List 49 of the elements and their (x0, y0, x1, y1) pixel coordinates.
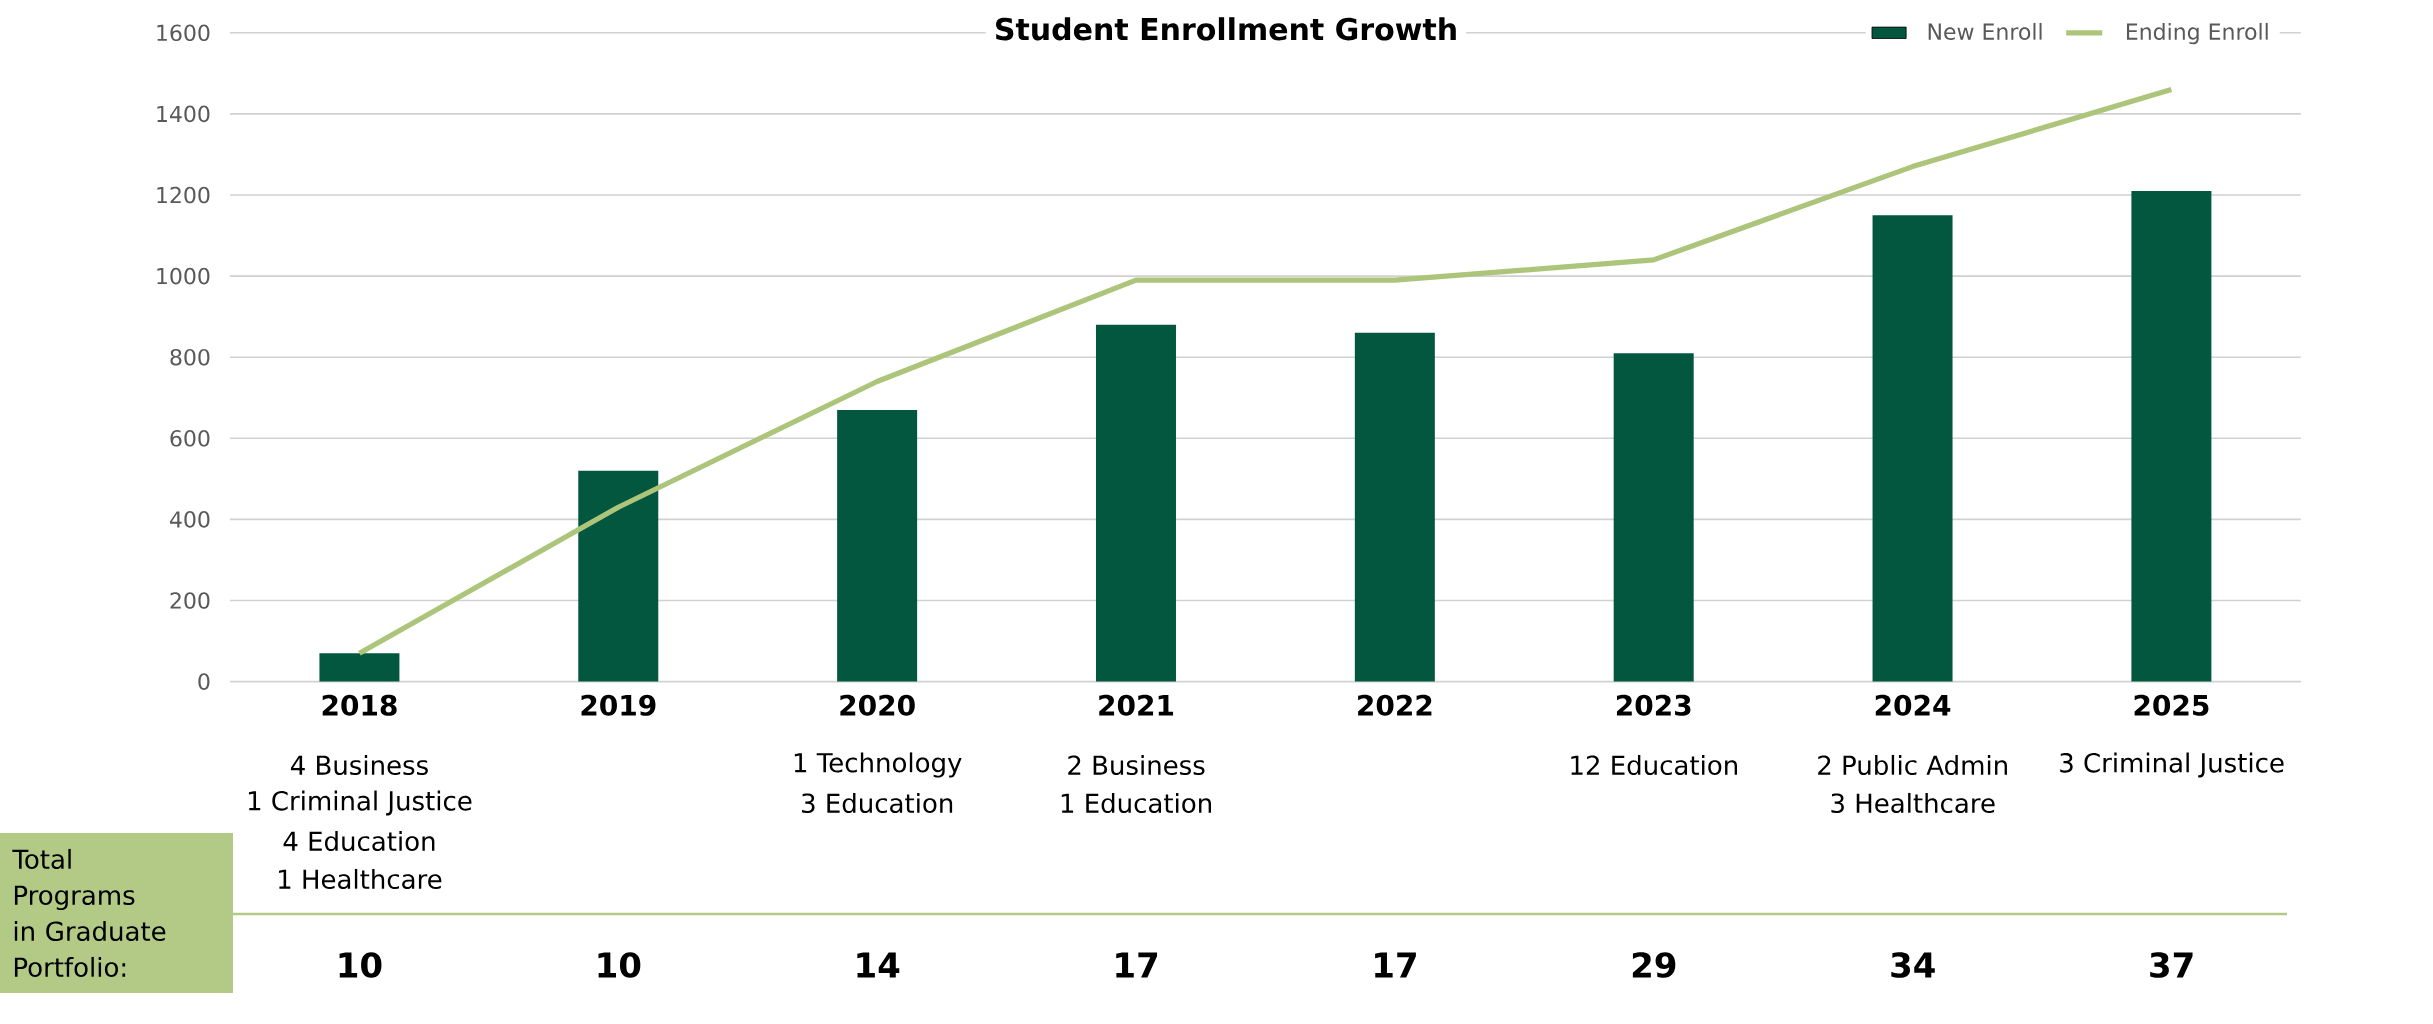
y-tick-label: 1200 (157, 186, 210, 204)
y-tick-label: 600 (170, 429, 210, 447)
text: 14 (857, 952, 900, 978)
y-tick-label: 1000 (157, 267, 210, 285)
text: 1 Education (1061, 792, 1211, 814)
y-tick-label: 800 (170, 348, 210, 366)
x-tick-label: 2020 (840, 694, 915, 716)
legend-label: New Enroll (1928, 22, 2042, 40)
text: 1 Criminal Justice (248, 790, 472, 816)
x-tick-label: 2019 (581, 694, 656, 716)
bar (1872, 215, 1953, 682)
bar (578, 470, 659, 682)
text: 29 (1632, 952, 1676, 978)
x-tick-label: 2025 (2134, 694, 2209, 716)
text: 2 Business (1068, 754, 1205, 776)
y-tick-label: 1600 (157, 24, 210, 42)
text: 1 Technology (794, 752, 962, 778)
y-tick-label: 400 (170, 511, 210, 528)
x-tick-label: 2021 (1099, 694, 1174, 716)
x-tick-label: 2024 (1875, 694, 1951, 716)
text: 12 Education (1571, 754, 1738, 776)
text: 3 Education (802, 792, 953, 814)
bar (837, 409, 918, 682)
text: 17 (1116, 952, 1158, 978)
text: 4 Education (283, 830, 435, 852)
text: 2 Public Admin (1818, 754, 2007, 776)
x-tick-label: 2022 (1358, 694, 1432, 716)
bar (2131, 190, 2212, 682)
bar (319, 653, 400, 682)
bar (1354, 332, 1435, 682)
legend-label: Ending Enroll (2126, 22, 2268, 45)
bar (1613, 353, 1694, 682)
text: 3 Healthcare (1831, 792, 1995, 814)
x-tick-label: 2023 (1616, 694, 1691, 716)
text: 4 Business (290, 754, 428, 776)
text: 10 (339, 952, 382, 978)
x-tick-label: 2018 (322, 694, 397, 716)
text: 17 (1375, 952, 1416, 978)
text: 1 Healthcare (279, 868, 442, 890)
text: 3 Criminal Justice (2060, 752, 2284, 778)
text: 34 (1891, 952, 1935, 978)
y-tick-label: 0 (198, 673, 210, 690)
text: 37 (2150, 952, 2193, 978)
y-tick-label: 200 (170, 592, 210, 609)
y-tick-label: 1400 (157, 105, 210, 123)
text: Total Programs in Graduate Portfolio: (12, 848, 166, 978)
chart-title: Student Enrollment Growth (996, 17, 1456, 41)
bar (1095, 324, 1176, 682)
text: 10 (598, 952, 641, 978)
